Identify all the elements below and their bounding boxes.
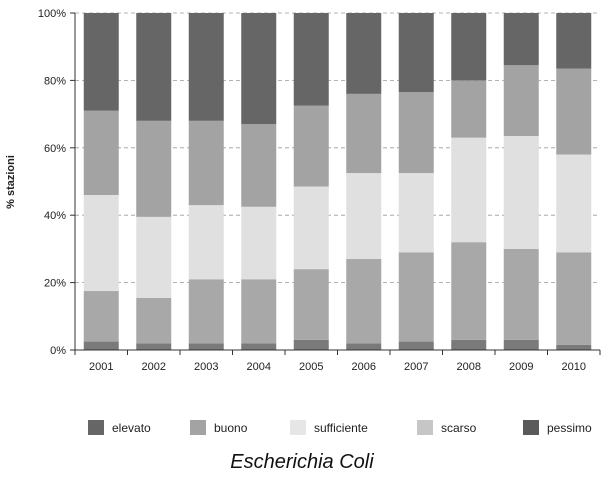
y-tick-labels: 0% 20% 40% 60% 80% 100%: [38, 8, 66, 357]
bar-segment-sufficiente-2010: [556, 154, 592, 253]
legend-label-sufficiente: sufficiente: [314, 421, 368, 435]
bar-segment-buono-2004: [241, 124, 277, 207]
legend-label-buono: buono: [214, 421, 248, 435]
legend-swatch-elevato: [88, 420, 104, 435]
legend-label-scarso: scarso: [441, 421, 477, 435]
legend-swatch-pessimo: [523, 420, 539, 435]
bar-segment-elevato-2005: [293, 13, 329, 106]
bar-segment-buono-2009: [503, 65, 539, 137]
legend-swatch-sufficiente: [290, 420, 306, 435]
bar-segment-sufficiente-2009: [503, 136, 539, 249]
bar-segment-scarso-2002: [136, 297, 172, 344]
legend-swatch-scarso: [417, 420, 433, 435]
bar-segment-sufficiente-2008: [451, 137, 487, 243]
bar-segment-sufficiente-2001: [83, 194, 119, 292]
y-tick-label: 60%: [44, 143, 66, 155]
bar-segment-pessimo-2009: [503, 339, 539, 350]
bar-segment-scarso-2007: [398, 252, 434, 342]
x-tick-label: 2010: [562, 361, 586, 373]
x-tick-labels: 2001 2002 2003 2004 2005 2006 2007 2008 2009 2010: [89, 361, 586, 373]
x-tick-label: 2003: [194, 361, 218, 373]
bar-segment-sufficiente-2003: [188, 205, 224, 280]
bar-segment-sufficiente-2004: [241, 206, 277, 280]
x-tick-label: 2001: [89, 361, 113, 373]
y-tick-label: 20%: [44, 278, 66, 290]
x-tick-label: 2006: [352, 361, 376, 373]
bar-segment-scarso-2005: [293, 269, 329, 340]
x-tick-label: 2005: [299, 361, 323, 373]
bar-segment-pessimo-2005: [293, 339, 329, 350]
bar-segment-scarso-2008: [451, 242, 487, 340]
bar-segment-elevato-2001: [83, 13, 119, 111]
bar-segment-sufficiente-2007: [398, 173, 434, 253]
x-tick-label: 2002: [142, 361, 166, 373]
y-tick-label: 100%: [38, 8, 66, 20]
bar-segment-pessimo-2006: [346, 343, 382, 350]
bar-segment-buono-2006: [346, 93, 382, 174]
bar-segment-pessimo-2007: [398, 341, 434, 350]
bar-segment-elevato-2003: [188, 13, 224, 121]
bar-segment-pessimo-2010: [556, 344, 592, 350]
bar-segment-sufficiente-2005: [293, 186, 329, 270]
bar-segment-buono-2003: [188, 120, 224, 206]
x-tick-label: 2004: [247, 361, 271, 373]
x-tick-label: 2008: [457, 361, 481, 373]
bar-segment-scarso-2004: [241, 279, 277, 344]
bar-segment-elevato-2007: [398, 13, 434, 93]
bar-segment-scarso-2009: [503, 248, 539, 340]
legend-swatch-buono: [190, 420, 206, 435]
y-axis-title: % stazioni: [5, 155, 17, 209]
bar-segment-elevato-2002: [136, 13, 172, 121]
x-tick-label: 2009: [509, 361, 533, 373]
bar-segment-pessimo-2002: [136, 343, 172, 350]
bar-segment-buono-2001: [83, 110, 119, 195]
bar-segment-scarso-2010: [556, 252, 592, 345]
bar-segment-scarso-2006: [346, 259, 382, 344]
legend: elevato buono sufficiente scarso pessimo: [88, 420, 592, 435]
chart-caption: Escherichia Coli: [230, 451, 374, 473]
bar-segment-sufficiente-2002: [136, 216, 172, 298]
bar-segment-scarso-2001: [83, 291, 119, 342]
bar-segment-pessimo-2001: [83, 341, 119, 350]
bar-segment-sufficiente-2006: [346, 173, 382, 260]
bar-segment-elevato-2010: [556, 13, 592, 69]
bar-segment-elevato-2006: [346, 13, 382, 94]
legend-label-pessimo: pessimo: [547, 421, 592, 435]
bar-segment-buono-2005: [293, 105, 329, 187]
axes: [70, 12, 601, 355]
bar-segment-buono-2007: [398, 92, 434, 174]
bar-segment-buono-2008: [451, 80, 487, 138]
bar-segment-scarso-2003: [188, 279, 224, 344]
bar-segment-elevato-2009: [503, 13, 539, 66]
bar-segment-pessimo-2004: [241, 343, 277, 350]
bar-segment-buono-2010: [556, 68, 592, 155]
y-tick-label: 40%: [44, 210, 66, 222]
legend-label-elevato: elevato: [112, 421, 151, 435]
bar-segment-buono-2002: [136, 120, 172, 217]
y-tick-label: 0%: [50, 345, 66, 357]
bar-segment-pessimo-2008: [451, 339, 487, 350]
bar-segment-pessimo-2003: [188, 343, 224, 350]
x-tick-label: 2007: [404, 361, 428, 373]
bar-segment-elevato-2008: [451, 13, 487, 81]
bars: [83, 13, 592, 350]
bar-segment-elevato-2004: [241, 13, 277, 125]
y-tick-label: 80%: [44, 75, 66, 87]
